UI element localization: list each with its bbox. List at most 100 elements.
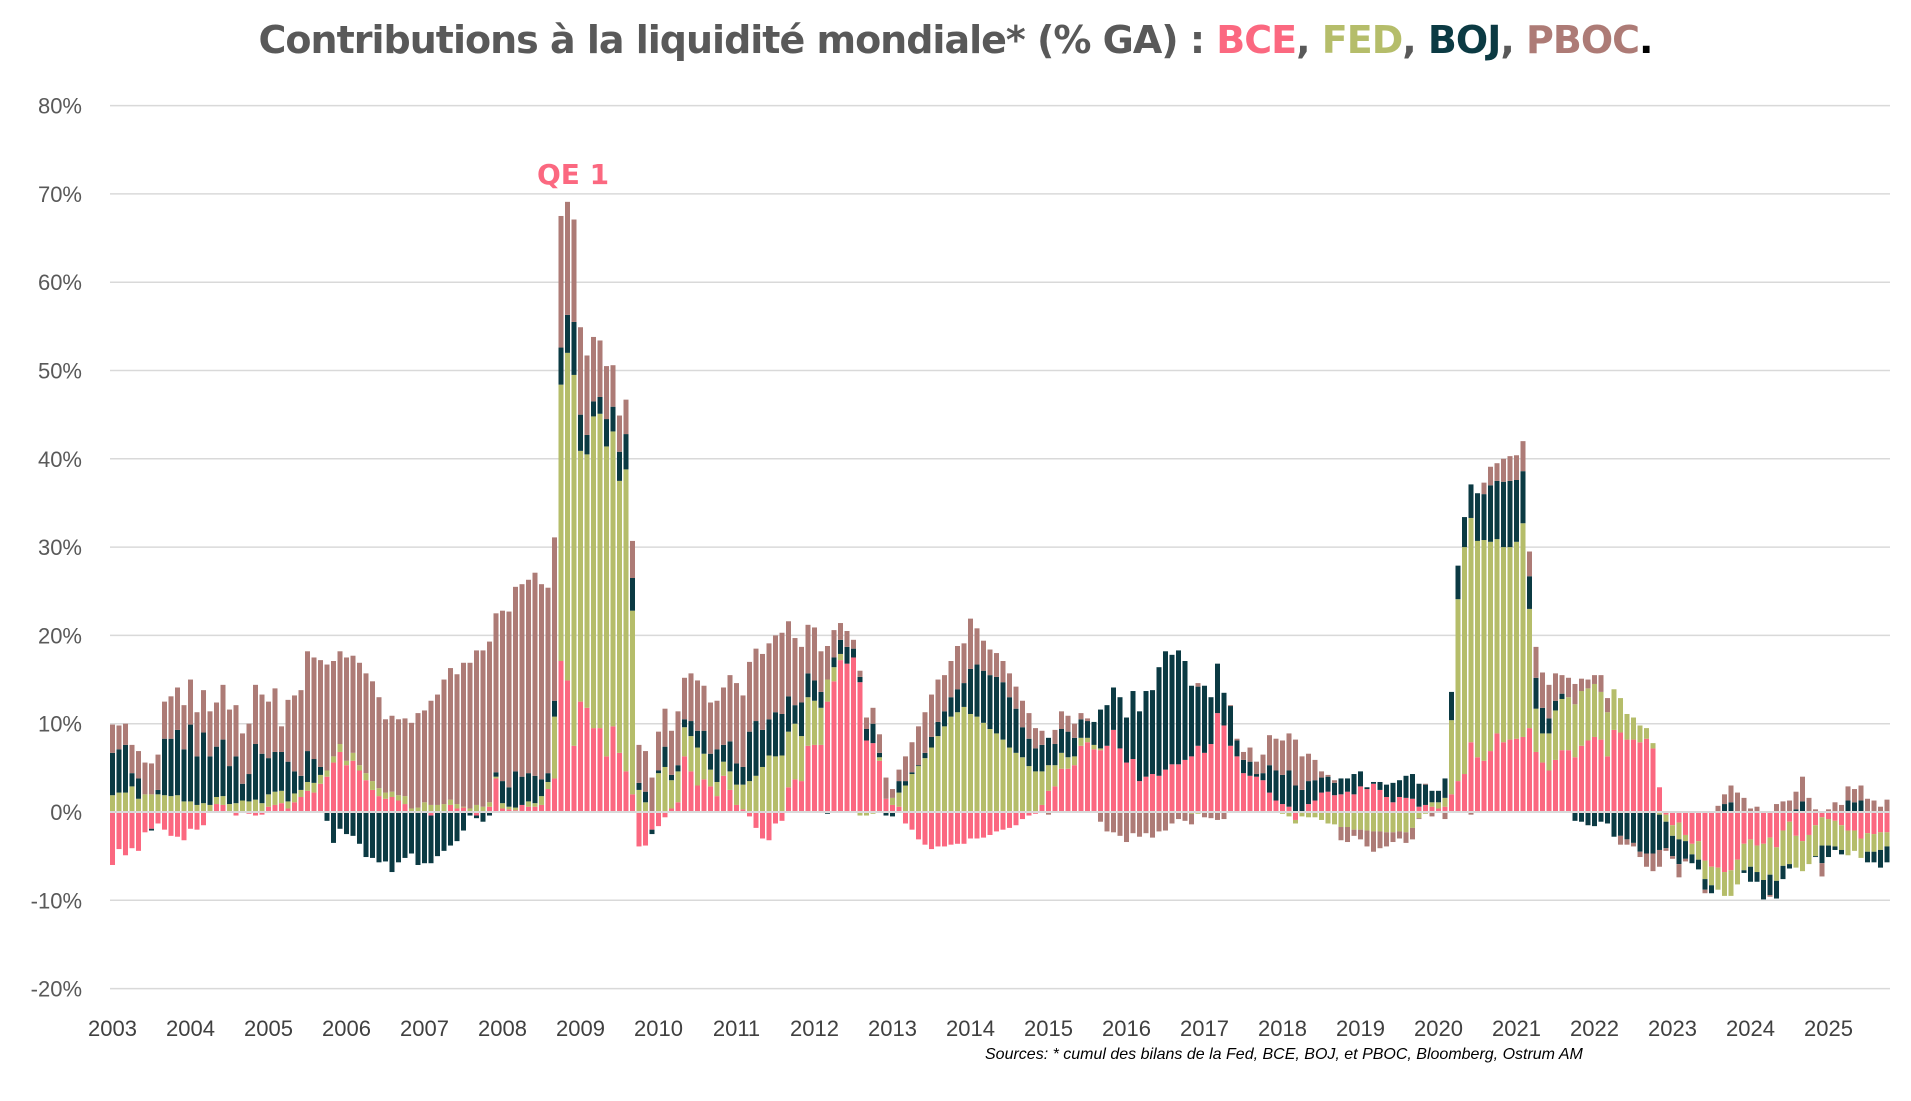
bar-pboc	[1260, 754, 1266, 774]
bar-boj	[266, 758, 271, 795]
bar-fed	[1689, 843, 1695, 855]
bar-bce	[318, 783, 323, 812]
bar-pboc	[305, 651, 310, 752]
bar-boj	[604, 419, 609, 447]
bar-fed	[1663, 814, 1669, 822]
bar-fed	[194, 804, 200, 812]
bar-boj	[877, 752, 882, 758]
bar-pboc	[1377, 831, 1383, 849]
bar-boj	[253, 744, 258, 800]
bar-pboc	[578, 327, 583, 415]
bar-fed	[344, 760, 349, 766]
bar-pboc	[571, 219, 577, 322]
bar-boj	[610, 406, 616, 432]
bar-fed	[747, 781, 752, 812]
bar-boj	[1423, 784, 1428, 805]
bar-bce	[1468, 742, 1474, 812]
bar-bce	[1026, 812, 1032, 816]
bar-pboc	[617, 415, 622, 452]
bar-fed	[1761, 843, 1766, 880]
bar-pboc	[792, 638, 798, 706]
bar-fed	[474, 804, 479, 812]
bar-pboc	[1488, 466, 1493, 486]
bar-bce	[298, 796, 304, 812]
bar-fed	[773, 756, 778, 812]
bar-bce	[935, 812, 941, 847]
bar-boj	[1176, 650, 1181, 765]
bar-bce	[630, 794, 635, 812]
bar-boj	[1241, 759, 1246, 774]
bar-pboc	[1572, 683, 1578, 705]
bar-fed	[1358, 812, 1363, 830]
bar-boj	[305, 751, 310, 782]
bar-bce	[1111, 729, 1116, 812]
bar-fed	[357, 765, 362, 771]
bar-boj	[155, 789, 161, 795]
bar-boj	[773, 712, 778, 757]
bar-pboc	[864, 717, 869, 729]
bar-boj	[1501, 481, 1506, 548]
bar-bce	[922, 812, 928, 845]
bar-fed	[1566, 697, 1571, 751]
bar-pboc	[1078, 713, 1084, 720]
bar-bce	[1663, 812, 1669, 815]
bar-fed	[1514, 541, 1519, 739]
bar-bce	[1735, 812, 1740, 860]
bar-pboc	[773, 635, 778, 713]
bar-bce	[1475, 757, 1480, 812]
bar-bce	[1423, 804, 1428, 812]
bar-bce	[909, 812, 915, 830]
bar-fed	[480, 806, 486, 812]
bar-boj	[1293, 785, 1298, 812]
bar-bce	[968, 812, 973, 839]
bar-bce	[1806, 812, 1812, 835]
bar-pboc	[110, 724, 115, 753]
bar-pboc	[740, 695, 746, 767]
bar-fed	[1033, 771, 1038, 812]
bar-bce	[337, 751, 343, 812]
x-tick-label: 2023	[1648, 1016, 1697, 1041]
bar-fed	[181, 801, 187, 812]
bar-bce	[123, 812, 128, 856]
bar-fed	[584, 454, 590, 708]
bar-boj	[513, 771, 518, 808]
bar-boj	[311, 759, 317, 783]
bar-bce	[1325, 791, 1331, 812]
bar-pboc	[682, 677, 687, 720]
bar-boj	[1553, 700, 1558, 711]
bar-bce	[591, 728, 596, 812]
bar-bce	[1709, 812, 1714, 867]
bar-boj	[1605, 812, 1610, 824]
bar-pboc	[188, 679, 193, 725]
bar-boj	[1631, 812, 1636, 843]
bar-bce	[1403, 797, 1409, 812]
bar-bce	[1143, 776, 1149, 812]
bar-boj	[1533, 677, 1539, 709]
bar-boj	[357, 812, 362, 844]
bar-fed	[630, 610, 635, 795]
bar-fed	[415, 807, 421, 812]
bar-pboc	[155, 754, 161, 790]
bar-bce	[136, 812, 141, 851]
bar-bce	[1676, 812, 1682, 823]
bar-pboc	[337, 651, 343, 745]
bar-fed	[1319, 812, 1324, 820]
bar-pboc	[1189, 813, 1194, 825]
title-separator: ,	[1402, 18, 1428, 62]
bar-boj	[1793, 809, 1799, 812]
bar-bce	[1104, 745, 1110, 812]
bar-bce	[1754, 812, 1760, 846]
bar-fed	[422, 802, 427, 812]
bar-bce	[883, 798, 889, 812]
bar-fed	[363, 773, 369, 781]
bar-fed	[1728, 870, 1734, 896]
bar-bce	[1449, 794, 1454, 812]
bar-bce	[454, 808, 460, 812]
bar-boj	[981, 670, 986, 723]
bar-bce	[1228, 745, 1233, 812]
bar-pboc	[1800, 776, 1805, 802]
bar-pboc	[526, 579, 531, 774]
bar-boj	[298, 775, 304, 790]
bar-bce	[721, 775, 726, 812]
